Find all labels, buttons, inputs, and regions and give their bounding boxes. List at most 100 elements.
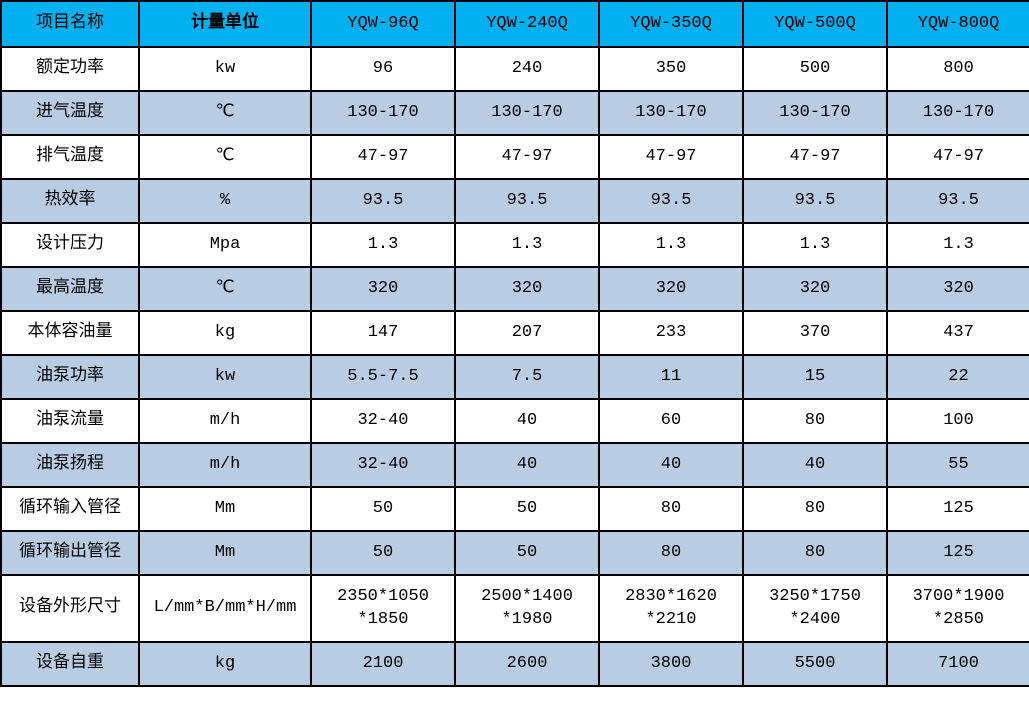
row-value: 96 <box>310 46 456 92</box>
row-unit: kw <box>138 46 312 92</box>
row-value: 2350*1050 *1850 <box>310 574 456 643</box>
header-model-yqw-800q: YQW-800Q <box>886 0 1029 48</box>
row-label: 额定功率 <box>0 46 140 92</box>
row-unit: Mpa <box>138 222 312 268</box>
row-value: 32-40 <box>310 442 456 488</box>
row-value: 80 <box>598 486 744 532</box>
row-unit: % <box>138 178 312 224</box>
row-value: 437 <box>886 310 1029 356</box>
table-row-thermal-efficiency: 热效率 % 93.5 93.5 93.5 93.5 93.5 <box>0 178 1029 224</box>
row-value: 100 <box>886 398 1029 444</box>
row-value: 2830*1620 *2210 <box>598 574 744 643</box>
row-value: 3700*1900 *2850 <box>886 574 1029 643</box>
table-row-pump-head: 油泵扬程 m/h 32-40 40 40 40 55 <box>0 442 1029 488</box>
row-value: 1.3 <box>886 222 1029 268</box>
row-value: 47-97 <box>886 134 1029 180</box>
row-unit: Mm <box>138 486 312 532</box>
table-row-rated-power: 额定功率 kw 96 240 350 500 800 <box>0 46 1029 92</box>
row-value: 40 <box>454 398 600 444</box>
table-row-design-pressure: 设计压力 Mpa 1.3 1.3 1.3 1.3 1.3 <box>0 222 1029 268</box>
row-value: 130-170 <box>886 90 1029 136</box>
row-value: 320 <box>310 266 456 312</box>
row-value: 11 <box>598 354 744 400</box>
row-label: 设计压力 <box>0 222 140 268</box>
row-unit: ℃ <box>138 266 312 312</box>
header-row: 项目名称 计量单位 YQW-96Q YQW-240Q YQW-350Q YQW-… <box>0 0 1029 48</box>
table-row-circulation-inlet-pipe: 循环输入管径 Mm 50 50 80 80 125 <box>0 486 1029 532</box>
row-unit: L/mm*B/mm*H/mm <box>138 574 312 643</box>
row-value: 320 <box>886 266 1029 312</box>
row-label: 进气温度 <box>0 90 140 136</box>
row-value: 47-97 <box>310 134 456 180</box>
row-label: 油泵扬程 <box>0 442 140 488</box>
table-row-body-oil-capacity: 本体容油量 kg 147 207 233 370 437 <box>0 310 1029 356</box>
row-value: 55 <box>886 442 1029 488</box>
row-value: 7100 <box>886 641 1029 687</box>
row-value: 147 <box>310 310 456 356</box>
row-value: 800 <box>886 46 1029 92</box>
row-value: 5.5-7.5 <box>310 354 456 400</box>
row-value: 2100 <box>310 641 456 687</box>
row-value: 2500*1400 *1980 <box>454 574 600 643</box>
row-value: 125 <box>886 530 1029 576</box>
row-label: 本体容油量 <box>0 310 140 356</box>
row-value: 320 <box>454 266 600 312</box>
row-unit: kg <box>138 310 312 356</box>
header-unit: 计量单位 <box>138 0 312 48</box>
row-unit: ℃ <box>138 90 312 136</box>
row-value: 22 <box>886 354 1029 400</box>
table-row-max-temp: 最高温度 ℃ 320 320 320 320 320 <box>0 266 1029 312</box>
row-label: 设备外形尺寸 <box>0 574 140 643</box>
row-unit: m/h <box>138 442 312 488</box>
row-value: 93.5 <box>454 178 600 224</box>
row-label: 排气温度 <box>0 134 140 180</box>
row-value: 2600 <box>454 641 600 687</box>
row-value: 47-97 <box>598 134 744 180</box>
header-model-yqw-500q: YQW-500Q <box>742 0 888 48</box>
row-value: 40 <box>454 442 600 488</box>
row-label: 循环输出管径 <box>0 530 140 576</box>
row-value: 40 <box>742 442 888 488</box>
row-value: 7.5 <box>454 354 600 400</box>
row-value: 80 <box>598 530 744 576</box>
row-value: 130-170 <box>742 90 888 136</box>
header-model-yqw-240q: YQW-240Q <box>454 0 600 48</box>
row-value: 130-170 <box>454 90 600 136</box>
row-value: 1.3 <box>598 222 744 268</box>
row-unit: m/h <box>138 398 312 444</box>
row-value: 15 <box>742 354 888 400</box>
row-unit: Mm <box>138 530 312 576</box>
row-label: 油泵流量 <box>0 398 140 444</box>
row-unit: ℃ <box>138 134 312 180</box>
row-label: 热效率 <box>0 178 140 224</box>
row-value: 93.5 <box>886 178 1029 224</box>
row-value: 80 <box>742 398 888 444</box>
row-value: 233 <box>598 310 744 356</box>
header-item-name: 项目名称 <box>0 0 140 48</box>
row-value: 130-170 <box>310 90 456 136</box>
table-row-pump-flow: 油泵流量 m/h 32-40 40 60 80 100 <box>0 398 1029 444</box>
table-row-inlet-temp: 进气温度 ℃ 130-170 130-170 130-170 130-170 1… <box>0 90 1029 136</box>
row-value: 207 <box>454 310 600 356</box>
row-value: 320 <box>598 266 744 312</box>
table-row-pump-power: 油泵功率 kw 5.5-7.5 7.5 11 15 22 <box>0 354 1029 400</box>
row-unit: kg <box>138 641 312 687</box>
header-model-yqw-96q: YQW-96Q <box>310 0 456 48</box>
row-value: 80 <box>742 530 888 576</box>
row-value: 47-97 <box>742 134 888 180</box>
table-row-exhaust-temp: 排气温度 ℃ 47-97 47-97 47-97 47-97 47-97 <box>0 134 1029 180</box>
row-value: 50 <box>310 486 456 532</box>
row-value: 240 <box>454 46 600 92</box>
row-value: 47-97 <box>454 134 600 180</box>
table-row-equipment-weight: 设备自重 kg 2100 2600 3800 5500 7100 <box>0 641 1029 687</box>
row-label: 最高温度 <box>0 266 140 312</box>
row-value: 93.5 <box>742 178 888 224</box>
row-value: 5500 <box>742 641 888 687</box>
row-value: 370 <box>742 310 888 356</box>
row-value: 1.3 <box>310 222 456 268</box>
table-row-equipment-dimensions: 设备外形尺寸 L/mm*B/mm*H/mm 2350*1050 *1850 25… <box>0 574 1029 643</box>
row-unit: kw <box>138 354 312 400</box>
row-value: 93.5 <box>598 178 744 224</box>
row-value: 32-40 <box>310 398 456 444</box>
row-value: 50 <box>454 486 600 532</box>
